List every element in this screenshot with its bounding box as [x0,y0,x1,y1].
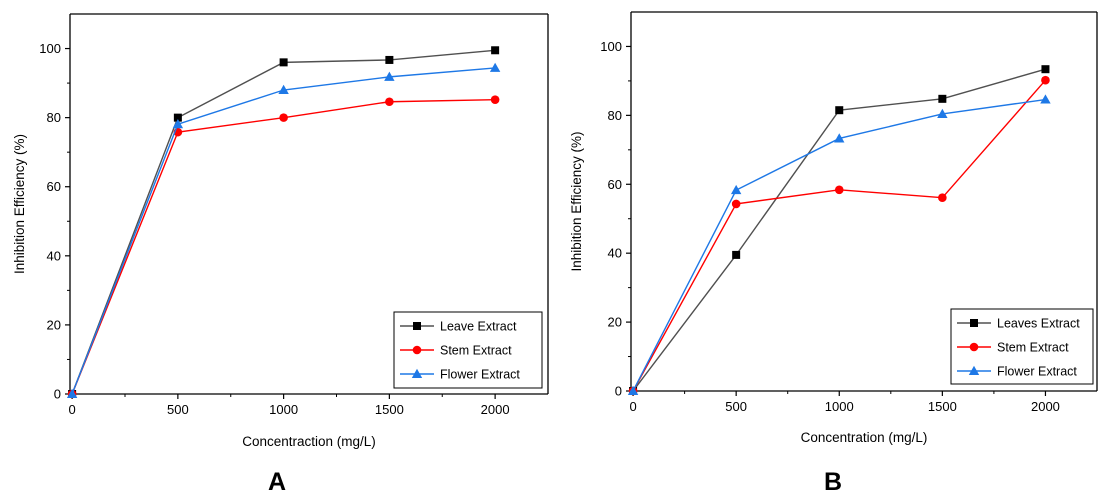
data-point [278,84,289,94]
data-point [279,113,288,122]
legend-item: Flower Extract [957,365,1077,379]
y-tick-label: 80 [608,108,622,123]
x-tick-label: 1500 [375,402,404,417]
series-flower-extract [66,62,501,398]
data-point [731,199,741,209]
y-tick-label: 40 [47,248,61,263]
legend-marker [413,322,421,330]
legend-marker [970,319,978,327]
y-tick-label: 0 [54,387,61,402]
data-point [627,385,639,395]
data-point [385,97,394,107]
y-axis-title: Inhibition Efficiency (%) [12,134,27,274]
legend-marker [968,365,980,375]
data-point [279,58,288,67]
x-tick-label: 1000 [269,402,298,417]
data-point [1041,65,1050,74]
y-tick-label: 40 [608,246,622,261]
legend: Leave Extract Stem Extract Flower Extract [393,311,543,389]
panel-label: B [824,468,842,492]
y-tick-label: 100 [39,41,61,56]
y-tick-label: 20 [47,317,61,332]
y-tick-label: 60 [608,177,622,192]
data-point [172,119,184,129]
data-point [66,388,78,398]
y-tick-label: 100 [600,39,622,54]
legend-label: Flower Extract [440,368,520,382]
x-tick-label: 0 [68,402,75,417]
legend-item: Flower Extract [400,368,520,382]
x-tick-label: 2000 [481,402,510,417]
data-point [730,184,742,195]
data-point [835,106,844,115]
legend-marker [969,342,979,352]
data-point [491,46,500,55]
data-point [385,55,394,64]
data-point [938,193,947,203]
y-tick-label: 80 [47,110,61,125]
series-stem-extract [628,75,1050,396]
y-tick-label: 0 [615,384,622,399]
legend-label: Stem Extract [440,344,512,358]
data-point [732,250,741,259]
panel-label: A [268,468,286,492]
x-axis-title: Concentraction (mg/L) [242,434,376,449]
y-tick-label: 60 [47,179,61,194]
legend-marker [412,345,422,355]
legend-label: Stem Extract [997,341,1069,355]
data-point [1040,94,1051,104]
legend-label: Leave Extract [440,320,517,334]
legend-marker [411,368,423,378]
data-point [937,108,948,118]
x-tick-label: 2000 [1031,399,1060,414]
data-point [834,185,844,195]
data-point [834,133,845,143]
legend-label: Leaves Extract [997,317,1080,331]
legend: Leaves Extract Stem Extract Flower Extract [950,308,1094,385]
legend-item: Leaves Extract [957,317,1080,331]
y-tick-label: 20 [608,315,622,330]
x-tick-label: 1000 [825,399,854,414]
data-point [489,62,501,72]
series-flower-extract [627,94,1051,395]
legend-label: Flower Extract [997,365,1077,379]
data-point [1041,75,1050,85]
x-tick-label: 500 [725,399,747,414]
y-axis-title: Inhibition Efficiency (%) [569,131,584,271]
x-tick-label: 500 [167,402,189,417]
x-axis-title: Concentration (mg/L) [801,430,928,445]
legend-item: Stem Extract [957,341,1069,355]
data-point [938,94,947,103]
legend-item: Stem Extract [400,344,512,358]
x-tick-label: 0 [629,399,636,414]
x-tick-label: 1500 [928,399,957,414]
data-point [173,113,182,122]
legend-item: Leave Extract [400,320,517,334]
data-point [384,71,395,81]
data-point [490,95,500,104]
